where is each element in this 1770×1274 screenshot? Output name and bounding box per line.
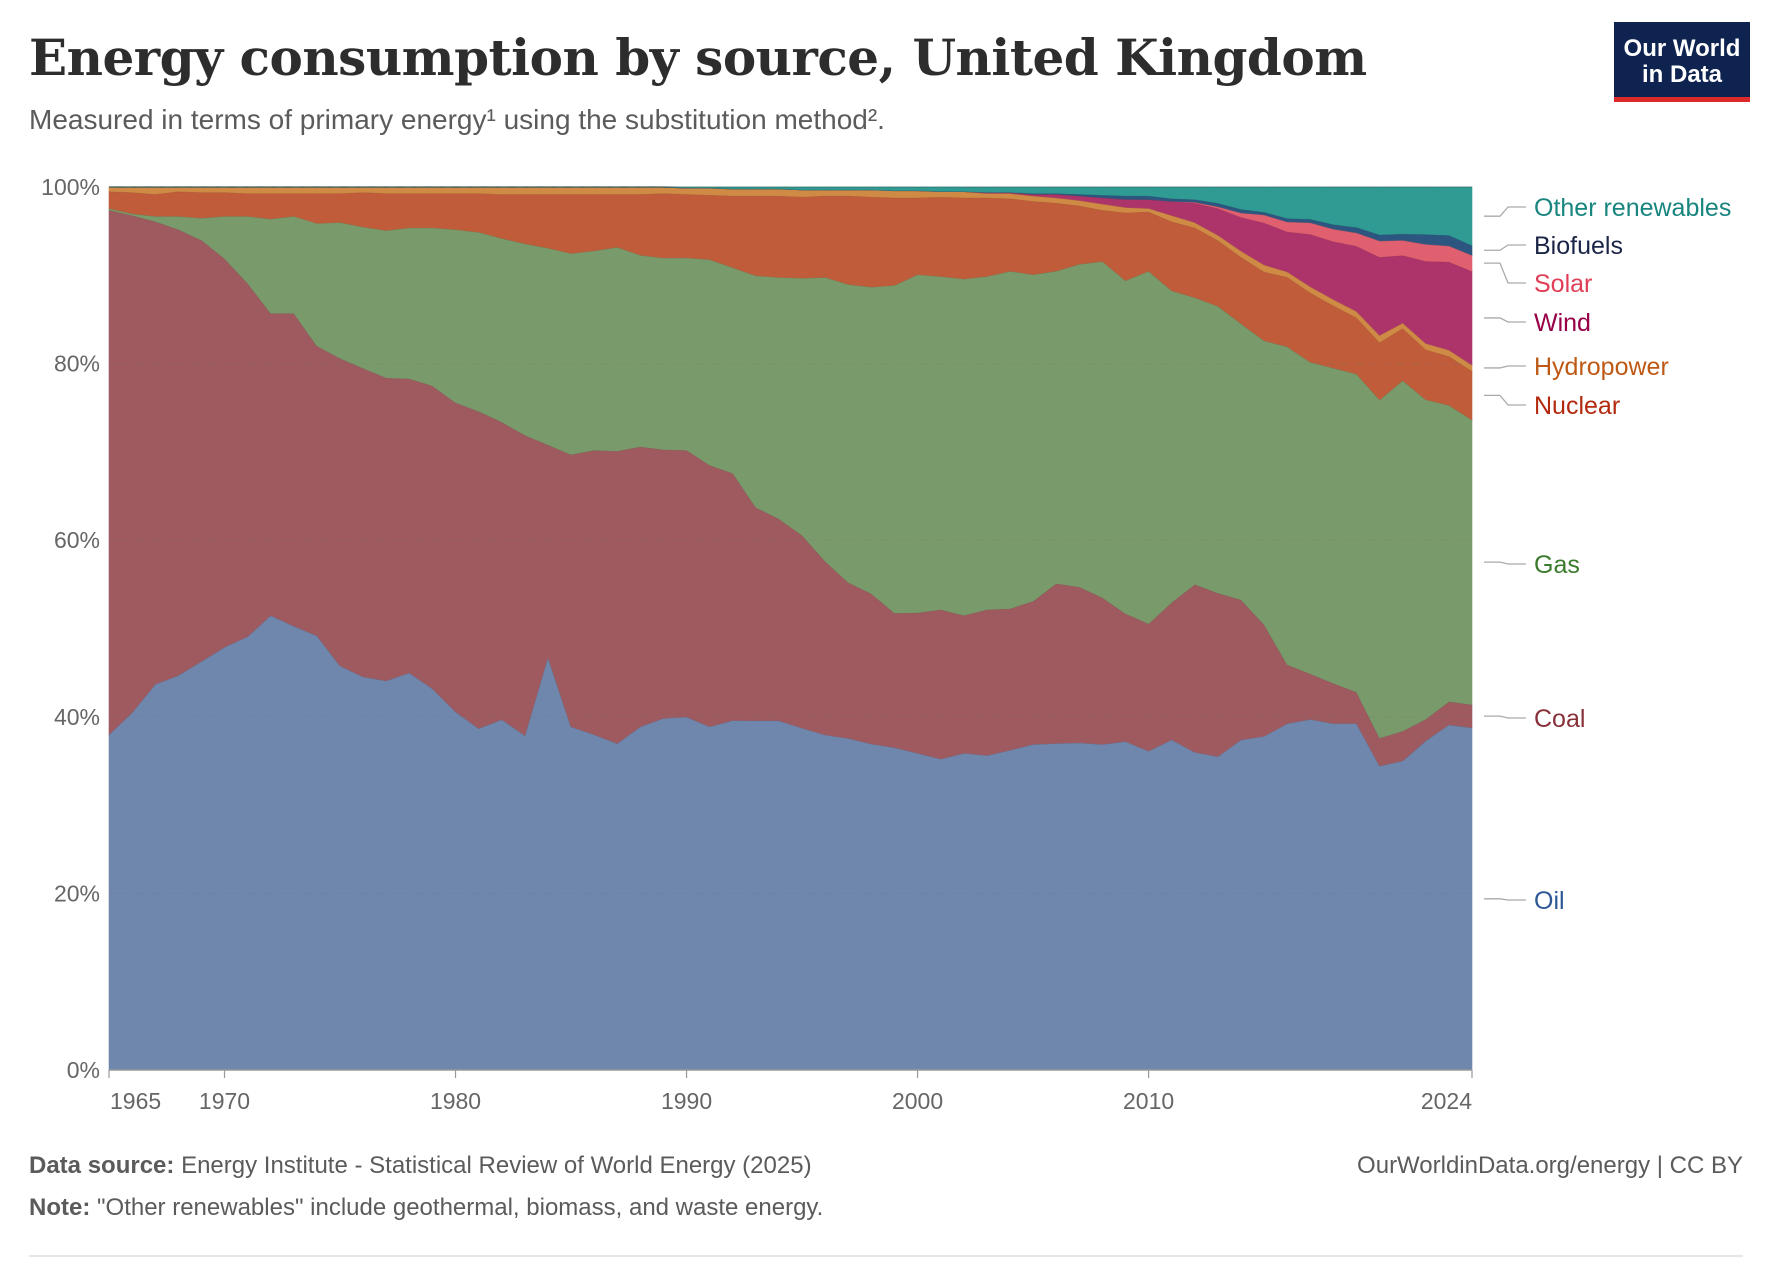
gridlines [109, 186, 1472, 894]
legend-label-hydropower[interactable]: Hydropower [1534, 353, 1669, 381]
x-tick-label: 1990 [661, 1088, 712, 1114]
legend-label-oil[interactable]: Oil [1534, 887, 1565, 915]
legend-connector [1484, 898, 1526, 901]
x-tick-label: 2000 [892, 1088, 943, 1114]
legend-connector [1484, 715, 1526, 719]
x-axis: 1965 1970 1980 1990 2000 2010 2024 [108, 1069, 1473, 1114]
y-tick-label: 0% [67, 1057, 100, 1083]
y-tick-label: 20% [54, 880, 100, 906]
data-source-label: Data source: [29, 1152, 175, 1179]
area-other-renewables[interactable] [109, 186, 1473, 247]
credit-link[interactable]: OurWorldinData.org/energy | CC BY [1357, 1152, 1743, 1179]
legend-connector [1484, 394, 1526, 406]
legend-label-solar[interactable]: Solar [1534, 270, 1592, 298]
y-axis: 0% 20% 40% 60% 80% 100% [41, 174, 100, 1083]
note-text: "Other renewables" include geothermal, b… [97, 1194, 824, 1221]
x-tick-label: 2010 [1123, 1088, 1174, 1114]
owid-logo[interactable]: Our World in Data [1614, 22, 1750, 102]
legend-label-coal[interactable]: Coal [1534, 705, 1585, 733]
data-source-text: Energy Institute - Statistical Review of… [181, 1152, 812, 1179]
legend: Oil Coal Gas Nuclear Hydropower Wind Solar Biof… [1484, 194, 1731, 915]
legend-label-gas[interactable]: Gas [1534, 551, 1580, 579]
x-tick-label: 1965 [110, 1088, 161, 1114]
y-tick-label: 40% [54, 704, 100, 730]
logo-line-2: in Data [1641, 61, 1722, 88]
x-tick-label: 2024 [1421, 1088, 1472, 1114]
chart-subtitle: Measured in terms of primary energy¹ usi… [29, 104, 885, 135]
data-source: Data source: Energy Institute - Statisti… [29, 1152, 812, 1180]
legend-connector [1484, 262, 1526, 284]
x-tick-label: 1980 [430, 1088, 481, 1114]
legend-connector [1484, 561, 1526, 565]
area-layers [108, 186, 1473, 1071]
chart-note: Note: "Other renewables" include geother… [29, 1194, 823, 1222]
note-label: Note: [29, 1194, 91, 1221]
logo-line-1: Our World [1623, 35, 1741, 62]
legend-label-nuclear[interactable]: Nuclear [1534, 392, 1620, 420]
legend-label-biofuels[interactable]: Biofuels [1534, 232, 1623, 260]
y-tick-label: 100% [41, 174, 100, 200]
y-tick-label: 80% [54, 351, 100, 377]
legend-connector [1484, 365, 1526, 369]
footer-divider [29, 1255, 1743, 1257]
legend-connector [1484, 206, 1526, 217]
legend-connector [1484, 244, 1526, 251]
chart-title: Energy consumption by source, United Kin… [29, 28, 1367, 87]
legend-connector [1484, 317, 1526, 323]
x-tick-label: 1970 [199, 1088, 250, 1114]
legend-label-wind[interactable]: Wind [1534, 309, 1591, 337]
y-tick-label: 60% [54, 527, 100, 553]
legend-label-other-renewables[interactable]: Other renewables [1534, 194, 1731, 222]
